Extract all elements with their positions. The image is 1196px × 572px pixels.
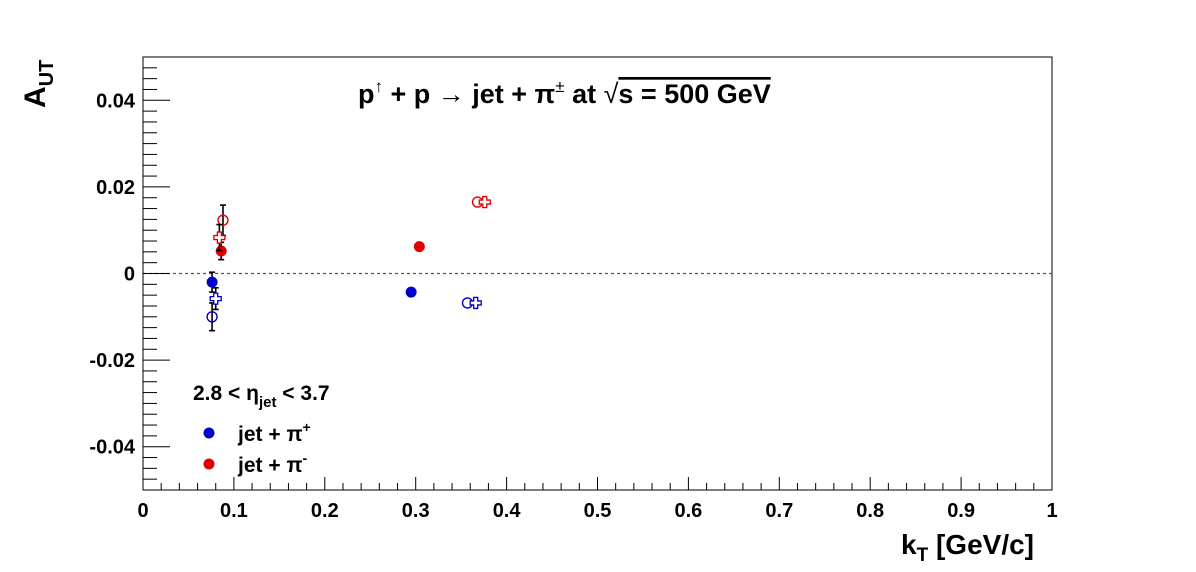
legend-label-jet-pi-plus: jet + π+ <box>237 419 311 446</box>
title-p: p <box>358 79 375 109</box>
eta-annotation-main: 2.8 < η <box>193 382 259 405</box>
legend-marker-jet-pi-minus <box>203 458 215 470</box>
x-tick-label: 1 <box>1046 500 1057 522</box>
x-tick-label: 0.5 <box>584 500 612 522</box>
data-point-open-cross <box>213 231 226 244</box>
title-s-eq: s = 500 GeV <box>618 79 770 109</box>
data-point-filled-circle <box>413 241 425 253</box>
x-tick-label: 0.6 <box>674 500 702 522</box>
y-tick-label: -0.04 <box>89 437 135 459</box>
y-tick-label: 0.04 <box>96 90 136 112</box>
y-axis-title-sub: UT <box>36 60 58 87</box>
x-tick-label: 0.1 <box>220 500 248 522</box>
title-arrow: → <box>438 79 465 109</box>
title-jet-pi: jet + π <box>465 79 555 109</box>
x-axis-title-main: k <box>901 529 917 560</box>
data-point-open-cross <box>478 195 491 209</box>
title-pm: ± <box>555 77 564 96</box>
legend-label-jet-pi-plus-sup: + <box>303 419 311 435</box>
x-tick-label: 0 <box>137 500 148 522</box>
chart-title: p↑ + p → jet + π± at √s = 500 GeV <box>358 77 771 109</box>
data-point-open-circle <box>206 311 218 323</box>
eta-annotation: 2.8 < ηjet < 3.7 <box>193 382 330 411</box>
x-axis-title-unit: [GeV/c] <box>928 529 1034 560</box>
eta-annotation-sub: jet <box>258 394 277 411</box>
data-point-filled-circle <box>206 276 218 288</box>
legend-label-jet-pi-minus-sup: - <box>303 450 308 466</box>
x-tick-label: 0.8 <box>856 500 884 522</box>
data-points <box>206 195 491 332</box>
y-tick-label: 0 <box>124 264 135 286</box>
x-tick-label: 0.7 <box>765 500 793 522</box>
x-axis-ticks <box>142 477 1053 490</box>
eta-annotation-tail: < 3.7 <box>276 382 329 405</box>
data-point-open-cross <box>209 292 222 305</box>
title-at: at <box>565 79 604 109</box>
data-point-open-circle <box>217 214 229 226</box>
y-tick-label: 0.02 <box>96 177 135 199</box>
y-axis-ticks <box>143 56 170 491</box>
y-axis-title-main: A <box>19 86 52 108</box>
x-axis-title: kT [GeV/c] <box>901 529 1034 566</box>
legend-label-jet-pi-minus: jet + π- <box>237 450 308 477</box>
legend: jet + π+ jet + π- <box>203 419 311 477</box>
legend-label-jet-pi-plus-text: jet + π <box>237 423 303 446</box>
y-tick-label: -0.02 <box>89 350 135 372</box>
y-axis-title: AUT <box>19 60 58 108</box>
y-axis-tick-labels: -0.04 -0.02 0 0.02 0.04 <box>89 90 135 458</box>
data-point-filled-circle <box>405 286 417 298</box>
legend-label-jet-pi-minus-text: jet + π <box>237 454 303 477</box>
data-point-open-cross <box>469 296 482 310</box>
x-axis-title-sub: T <box>917 545 929 566</box>
x-tick-label: 0.9 <box>947 500 975 522</box>
x-tick-label: 0.2 <box>311 500 339 522</box>
x-tick-label: 0.3 <box>402 500 430 522</box>
x-tick-label: 0.4 <box>493 500 522 522</box>
title-sqrt: √ <box>604 79 619 109</box>
title-plus-p: + p <box>383 79 438 109</box>
x-axis-tick-labels: 0 0.1 0.2 0.3 0.4 0.5 0.6 0.7 0.8 0.9 1 <box>137 500 1057 522</box>
title-up-arrow: ↑ <box>375 77 384 96</box>
legend-marker-jet-pi-plus <box>203 427 215 439</box>
